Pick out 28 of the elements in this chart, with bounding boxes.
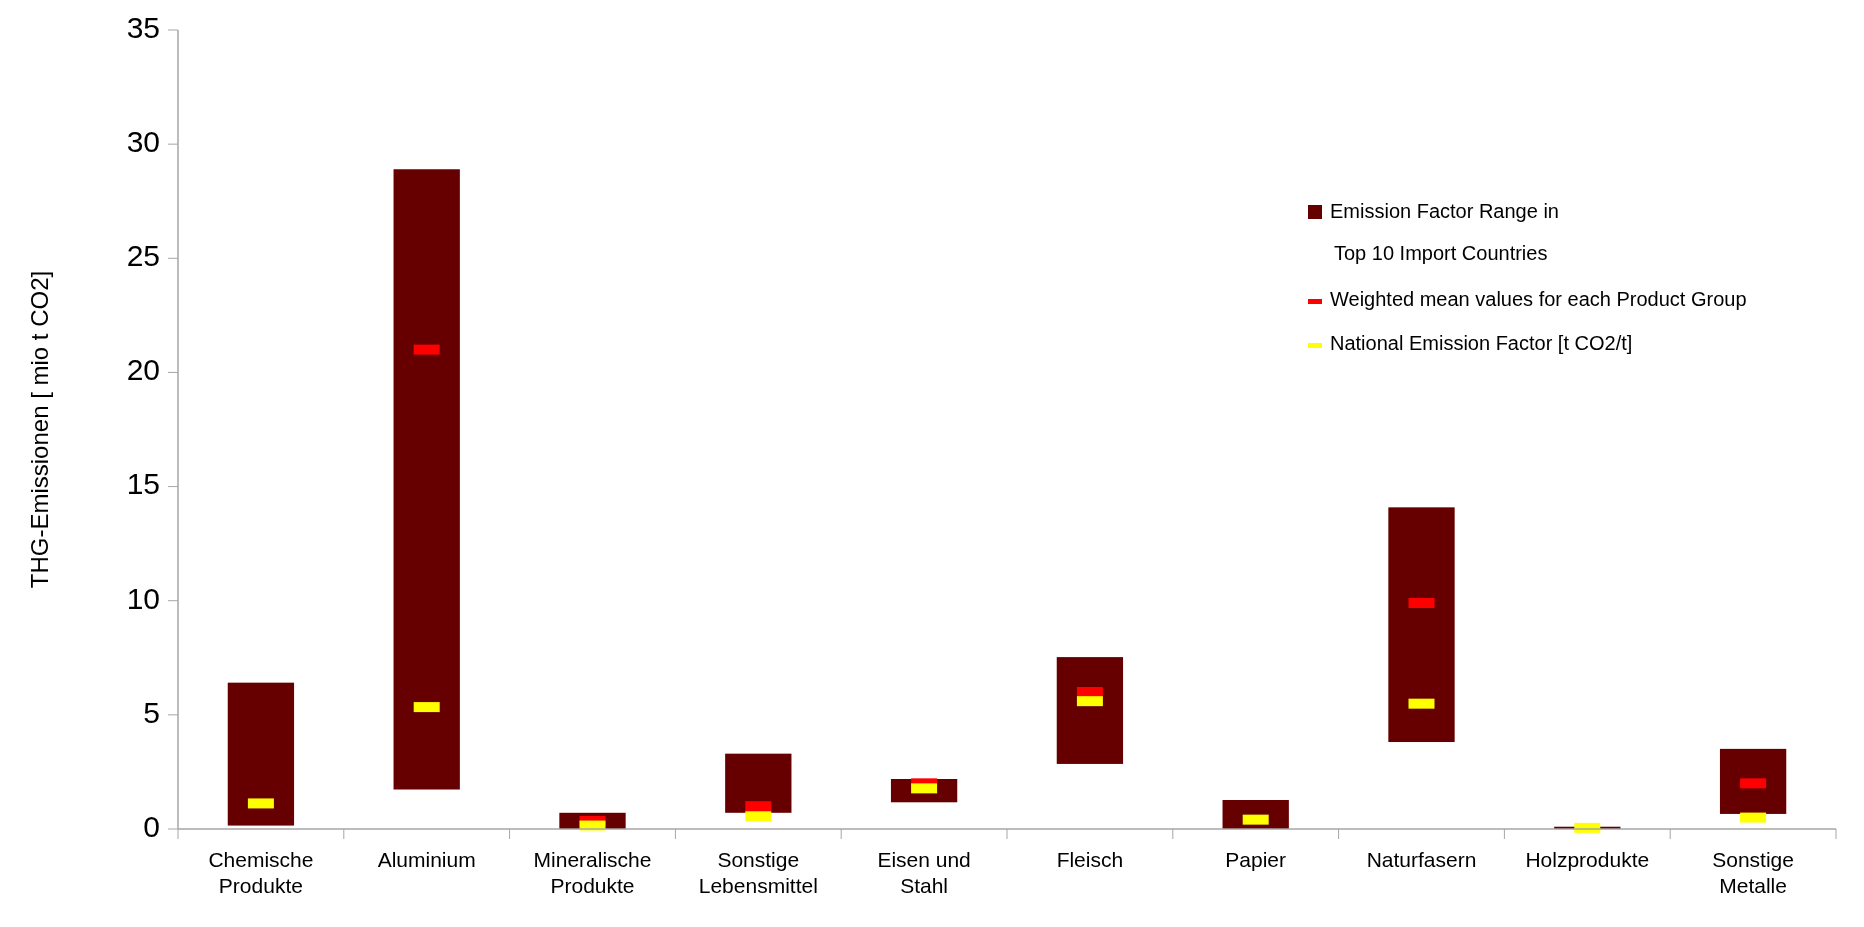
y-axis-title: THG-Emissionen [ mio t CO2] (26, 270, 53, 589)
bar (1056, 657, 1124, 764)
legend-label: Weighted mean values for each Product Group (1330, 288, 1747, 311)
x-tick-label: Chemische Produkte (208, 848, 314, 897)
x-tick-label: Sonstige Metalle (1712, 848, 1794, 897)
x-tick-label: Fleisch (1056, 848, 1124, 871)
y-tick-label: 15 (126, 467, 160, 501)
y-tick-label: 5 (143, 695, 160, 729)
y-tick-label: 25 (126, 239, 160, 273)
x-tick-label: Papier (1225, 848, 1287, 871)
y-tick-label: 20 (126, 353, 160, 387)
y-tick-label: 30 (126, 125, 160, 159)
bar (1388, 507, 1455, 743)
legend-label: Emission Factor Range in Top 10 Import Countries (1330, 200, 1559, 265)
x-tick-label: Holzprodukte (1525, 848, 1650, 871)
x-tick-label: Aluminium (377, 848, 476, 871)
legend-label: National Emission Factor [t CO2/t] (1330, 332, 1633, 355)
y-tick-label: 10 (126, 581, 160, 615)
bar (725, 753, 792, 813)
x-tick-label: Mineralische Produkte (533, 848, 652, 897)
bar (393, 169, 460, 790)
bar (1719, 748, 1787, 814)
y-tick-label: 35 (126, 10, 160, 44)
x-tick-label: Naturfasern (1366, 848, 1477, 871)
y-tick-label: 0 (143, 809, 160, 843)
x-tick-label: Eisen und Stahl (877, 848, 971, 897)
bar (227, 682, 295, 826)
x-tick-label: Sonstige Lebensmittel (698, 848, 818, 897)
